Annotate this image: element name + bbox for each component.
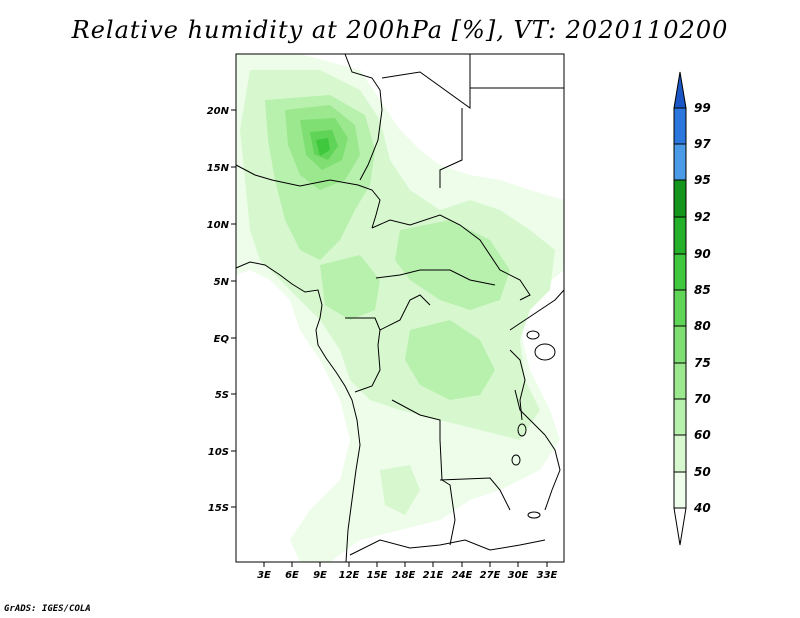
colorbar-segment-97-99	[673, 107, 687, 145]
lat-label-eq: EQ	[214, 334, 230, 345]
lat-label-5n: 5N	[214, 277, 230, 288]
colorbar-segment-85-90	[673, 253, 687, 291]
lon-label-3e: 3E	[257, 570, 271, 581]
colorbar-segment-50-60	[673, 434, 687, 473]
latitude-axis: 20N 15N 10N 5N EQ 5S 10S 15S	[207, 106, 236, 514]
lon-label-30e: 30E	[508, 570, 529, 581]
humidity-shading	[236, 54, 564, 562]
lon-label-9e: 9E	[313, 570, 327, 581]
colorbar-label-99: 99	[694, 101, 711, 115]
colorbar-label-70: 70	[694, 392, 711, 406]
lat-label-20n: 20N	[207, 106, 230, 117]
longitude-axis: 3E 6E 9E 12E 15E 18E 21E 24E 27E 30E 33E	[257, 562, 558, 581]
colorbar-label-92: 92	[694, 210, 711, 224]
lon-label-15e: 15E	[367, 570, 388, 581]
lon-label-12e: 12E	[339, 570, 360, 581]
colorbar-label-97: 97	[694, 137, 711, 151]
lon-label-6e: 6E	[285, 570, 299, 581]
map-title: Relative humidity at 200hPa [%], VT: 202…	[71, 16, 729, 44]
colorbar-label-85: 85	[694, 283, 711, 297]
lat-label-15n: 15N	[207, 163, 230, 174]
country-borders	[235, 53, 565, 563]
lat-label-5s: 5S	[215, 390, 229, 401]
grads-credit: GrADS: IGES/COLA	[4, 604, 91, 614]
colorbar-segment-92-95	[673, 179, 687, 218]
colorbar-bottom-arrow	[673, 507, 687, 546]
lon-label-27e: 27E	[480, 570, 501, 581]
map-frame	[235, 53, 565, 563]
colorbar: 99 97 95 92 90 85 80 75 70 60 50 40	[673, 71, 711, 546]
lakes	[511, 330, 556, 519]
lat-label-15s: 15S	[208, 503, 229, 514]
colorbar-label-40: 40	[693, 501, 711, 515]
colorbar-segment-90-92	[673, 216, 687, 255]
colorbar-label-90: 90	[694, 247, 711, 261]
colorbar-segment-60-70	[673, 398, 687, 436]
colorbar-label-75: 75	[694, 356, 711, 370]
colorbar-top-arrow	[673, 71, 687, 109]
colorbar-segment-40-50	[673, 471, 687, 509]
lon-label-24e: 24E	[452, 570, 473, 581]
colorbar-segment-95-97	[673, 143, 687, 181]
lon-label-21e: 21E	[423, 570, 444, 581]
colorbar-segment-75-80	[673, 325, 687, 364]
colorbar-segment-80-85	[673, 289, 687, 327]
colorbar-label-60: 60	[694, 428, 711, 442]
lat-label-10s: 10S	[208, 447, 229, 458]
lat-label-10n: 10N	[207, 220, 230, 231]
lon-label-33e: 33E	[537, 570, 558, 581]
colorbar-label-50: 50	[694, 465, 711, 479]
colorbar-label-95: 95	[694, 173, 711, 187]
colorbar-label-80: 80	[694, 319, 711, 333]
lon-label-18e: 18E	[395, 570, 416, 581]
colorbar-segment-70-75	[673, 362, 687, 400]
